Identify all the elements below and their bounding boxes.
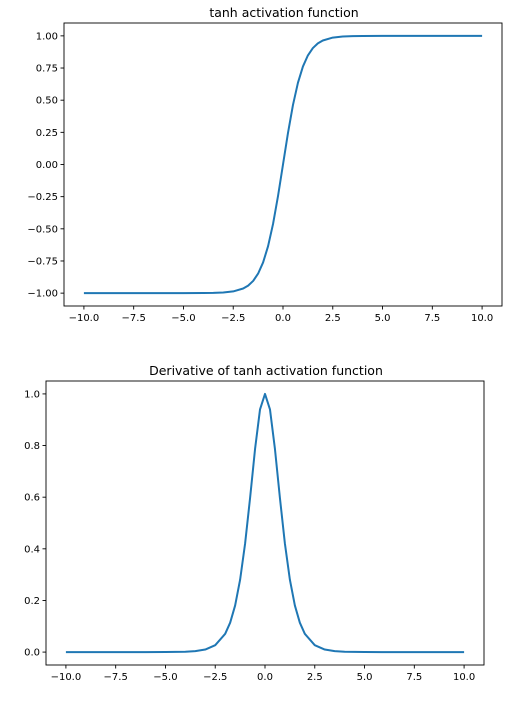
y-tick-label: −0.75 [27,256,58,267]
y-tick-label: 1.0 [24,389,40,400]
x-tick-label: 7.5 [406,672,422,683]
y-tick-label: 0.4 [24,544,40,555]
y-tick-label: 0.8 [24,441,40,452]
x-tick-label: −5.0 [153,672,177,683]
tanh-derivative-chart: Derivative of tanh activation function −… [24,363,485,683]
chart-title: tanh activation function [209,5,358,20]
y-tick-label: 0.00 [36,160,58,171]
x-tick-label: −2.5 [203,672,227,683]
x-tick-label: 0.0 [257,672,273,683]
chart-title: Derivative of tanh activation function [149,363,383,378]
x-tick-label: 2.5 [325,313,341,324]
plot-frame [45,380,485,666]
x-tick-label: 10.0 [453,672,475,683]
y-tick-label: 0.2 [24,596,40,607]
series-line [83,34,483,295]
x-tick-label: −5.0 [171,313,195,324]
y-tick-label: 0.6 [24,493,40,504]
x-tick-label: −10.0 [51,672,82,683]
x-tick-label: 10.0 [471,313,493,324]
x-tick-label: −7.5 [122,313,146,324]
y-tick-label: 0.75 [36,64,58,75]
tanh-chart: tanh activation function −10.0 −7.5 −5.0 −2… [27,5,503,324]
y-tick-label: 0.50 [36,96,58,107]
y-tick-label: 0.0 [24,648,40,659]
series-line [65,392,465,654]
y-tick-label: −1.00 [27,289,58,300]
y-tick-label: −0.25 [27,192,58,203]
x-tick-label: 5.0 [375,313,391,324]
x-tick-label: −7.5 [104,672,128,683]
x-tick-label: −2.5 [221,313,245,324]
y-tick-label: −0.50 [27,224,58,235]
x-tick-label: 2.5 [307,672,323,683]
x-tick-label: 7.5 [424,313,440,324]
x-tick-label: 0.0 [275,313,291,324]
x-tick-label: −10.0 [69,313,100,324]
y-tick-label: 0.25 [36,128,58,139]
x-tick-label: 5.0 [357,672,373,683]
y-tick-label: 1.00 [36,31,58,42]
